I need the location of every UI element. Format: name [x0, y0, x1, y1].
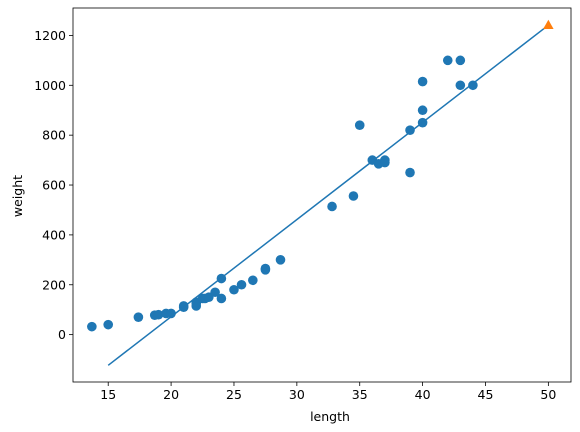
data-point: [153, 309, 164, 320]
data-point: [348, 191, 359, 201]
x-tick-label: 15: [100, 387, 116, 402]
x-tick-label: 25: [226, 387, 242, 402]
y-tick-label: 0: [58, 327, 66, 342]
data-point: [354, 120, 365, 130]
data-point: [133, 312, 144, 322]
data-point: [216, 293, 227, 304]
data-point: [380, 157, 390, 168]
data-point: [455, 80, 466, 91]
x-tick-label: 20: [163, 387, 179, 402]
x-tick-label: 40: [415, 387, 431, 402]
plot-frame: [72, 7, 572, 383]
data-point: [405, 167, 415, 178]
data-point: [417, 105, 428, 116]
data-point: [210, 287, 220, 298]
y-tick-label: 200: [42, 277, 66, 292]
data-point: [275, 255, 286, 265]
data-point: [166, 308, 176, 319]
y-tick-label: 400: [42, 227, 66, 242]
x-tick-label: 45: [478, 387, 494, 402]
axes: 15 20 25 30 35 40 45 50 0 200 400 600 800 1000 1200: [34, 7, 572, 402]
x-tick-label: 50: [540, 387, 556, 402]
data-point: [103, 319, 114, 330]
data-point: [417, 76, 428, 87]
y-tick-label: 800: [42, 128, 66, 143]
data-point: [468, 80, 478, 91]
regression-line: [107, 24, 549, 366]
y-tick-label: 600: [42, 178, 66, 193]
data-point: [260, 263, 271, 274]
y-tick-label: 1200: [34, 28, 66, 43]
prediction-marker: [543, 19, 554, 30]
x-tick-label: 35: [352, 387, 368, 402]
data-point: [87, 321, 97, 332]
x-tick-label: 30: [289, 387, 305, 402]
data-point: [405, 125, 415, 135]
data-point: [442, 55, 453, 66]
data-point: [248, 275, 258, 286]
y-tick-label: 1000: [34, 78, 66, 93]
data-point: [236, 279, 247, 290]
data-point: [229, 284, 239, 295]
y-axis-label: weight: [10, 175, 25, 217]
data-point: [455, 55, 466, 66]
data-point: [327, 201, 337, 212]
plot-area: [87, 19, 554, 366]
x-axis-label: length: [310, 409, 350, 424]
